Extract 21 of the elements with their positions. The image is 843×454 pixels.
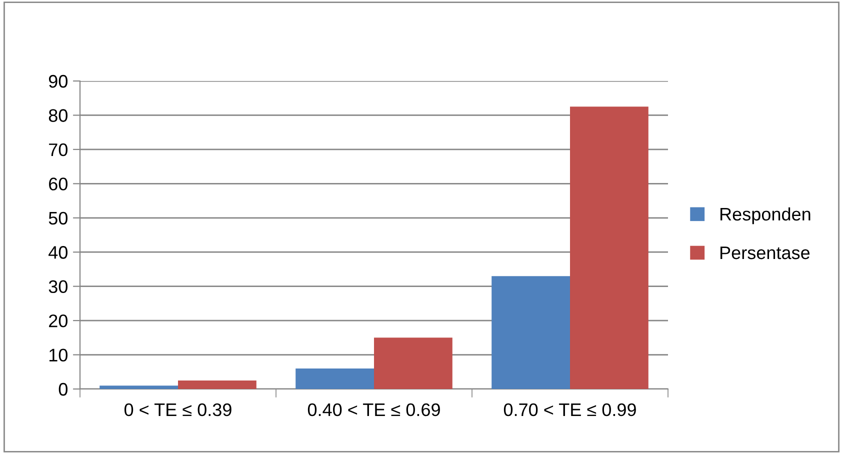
y-tick-label: 10 bbox=[49, 348, 68, 362]
y-tick-label: 0 bbox=[58, 382, 68, 396]
bar bbox=[296, 368, 374, 389]
bar bbox=[100, 386, 178, 389]
x-tick-label: 0.70 < TE ≤ 0.99 bbox=[504, 403, 636, 416]
legend-label: Responden bbox=[720, 207, 810, 224]
y-tick-label: 70 bbox=[49, 143, 68, 156]
x-tick-label: 0 < TE ≤ 0.39 bbox=[124, 403, 232, 416]
legend-label: Persentase bbox=[720, 246, 810, 260]
bar bbox=[492, 276, 570, 389]
y-tick-label: 40 bbox=[48, 246, 68, 259]
y-tick-label: 90 bbox=[48, 74, 68, 88]
y-tick-label: 20 bbox=[49, 314, 68, 328]
y-tick-label: 50 bbox=[48, 212, 68, 225]
x-tick-label: 0.40 < TE ≤ 0.69 bbox=[308, 403, 440, 416]
bar bbox=[374, 338, 452, 389]
y-tick-label: 80 bbox=[48, 109, 68, 122]
y-tick-label: 60 bbox=[49, 178, 68, 190]
bar bbox=[178, 380, 256, 389]
bar bbox=[570, 106, 648, 389]
y-tick-label: 30 bbox=[48, 280, 68, 294]
